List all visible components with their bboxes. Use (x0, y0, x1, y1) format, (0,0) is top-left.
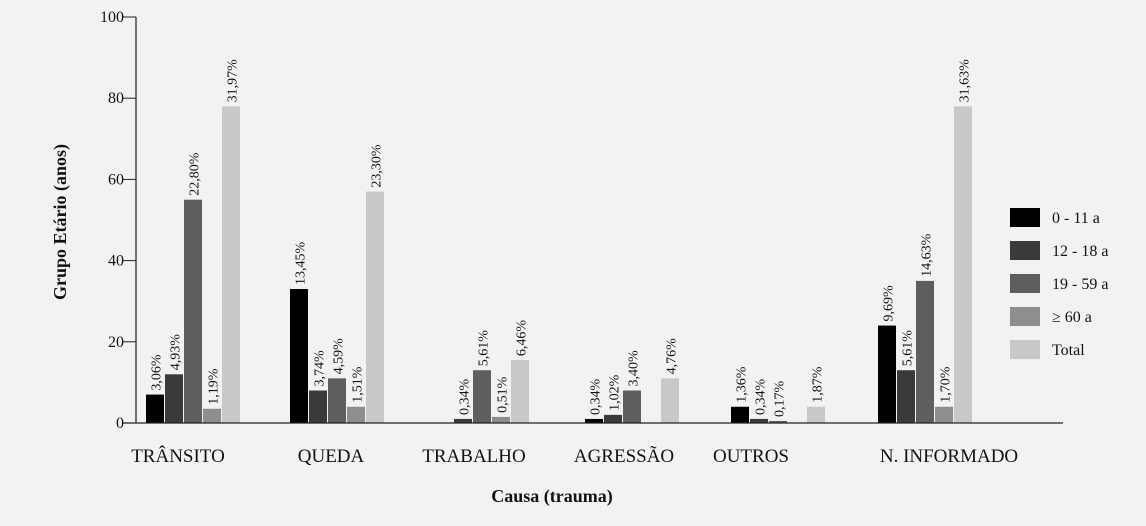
bar (878, 325, 896, 423)
legend-label: 19 - 59 a (1052, 276, 1108, 293)
data-label: 1,36% (735, 366, 750, 403)
data-label: 5,61% (477, 330, 492, 367)
bar (184, 199, 202, 423)
x-category-label: N. INFORMADO (880, 446, 1018, 467)
bar (585, 418, 603, 423)
data-label: 31,97% (226, 59, 241, 103)
data-label: 6,46% (515, 320, 530, 357)
x-category-labels: TRÂNSITO QUEDA TRABALHO AGRESSÃO OUTROS N. IN… (131, 445, 1018, 467)
data-label: 13,45% (294, 242, 309, 286)
data-label: 22,80% (188, 152, 203, 196)
bar (954, 106, 972, 423)
data-label: 0,34% (589, 378, 604, 415)
bars-layer (146, 106, 972, 423)
x-category-label: QUEDA (298, 446, 365, 467)
legend-label: Total (1052, 342, 1085, 359)
bar (222, 106, 240, 423)
legend-label: 0 - 11 a (1052, 210, 1100, 227)
y-tick-label: 60 (108, 171, 124, 188)
x-category-label: AGRESSÃO (574, 445, 674, 467)
bar (661, 378, 679, 423)
bar (731, 406, 749, 423)
bar (916, 280, 934, 423)
data-label: 0,17% (773, 380, 788, 417)
data-label: 3,40% (627, 350, 642, 387)
data-label: 3,74% (313, 350, 328, 387)
legend-label: ≥ 60 a (1052, 309, 1092, 326)
bar (897, 370, 915, 423)
x-category-label: OUTROS (713, 446, 789, 467)
y-ticks: 0 20 40 60 80 100 (100, 9, 136, 432)
bar (366, 191, 384, 423)
y-tick-label: 20 (108, 334, 124, 351)
legend-swatch (1010, 340, 1040, 359)
bar (623, 390, 641, 423)
data-label: 1,87% (811, 366, 826, 403)
bar (807, 406, 825, 423)
data-label: 1,51% (351, 366, 366, 403)
data-label: 14,63% (920, 233, 935, 277)
bar (454, 418, 472, 423)
bar (750, 418, 768, 423)
bar (328, 378, 346, 423)
x-category-label: TRÂNSITO (131, 445, 225, 467)
bar (347, 406, 365, 423)
data-label: 9,69% (882, 285, 897, 322)
x-category-label: TRABALHO (422, 446, 525, 467)
x-axis-title: Causa (trauma) (491, 486, 613, 507)
bar (146, 394, 164, 423)
bar (203, 408, 221, 423)
y-tick-label: 0 (116, 415, 124, 432)
bar (769, 420, 787, 423)
data-label: 5,61% (901, 330, 916, 367)
bar (165, 374, 183, 423)
data-label: 0,34% (458, 378, 473, 415)
legend: 0 - 11 a 12 - 18 a 19 - 59 a ≥ 60 a Total (1010, 208, 1108, 359)
bar (473, 370, 491, 423)
legend-swatch (1010, 208, 1040, 227)
data-label: 1,19% (207, 368, 222, 405)
data-label: 4,59% (332, 338, 347, 375)
y-axis-title: Grupo Etário (anos) (50, 144, 71, 300)
data-label: 4,93% (169, 334, 184, 371)
y-tick-label: 100 (100, 9, 124, 26)
data-label: 31,63% (958, 59, 973, 103)
bar (290, 289, 308, 423)
data-label: 0,51% (496, 376, 511, 413)
bar (511, 360, 529, 423)
legend-swatch (1010, 241, 1040, 260)
bar (935, 406, 953, 423)
legend-label: 12 - 18 a (1052, 243, 1108, 260)
data-label: 3,06% (150, 354, 165, 391)
data-label: 1,70% (939, 366, 954, 403)
legend-swatch (1010, 274, 1040, 293)
bar (309, 390, 327, 423)
data-label: 4,76% (665, 338, 680, 375)
data-label: 0,34% (754, 378, 769, 415)
legend-swatch (1010, 307, 1040, 326)
y-tick-label: 40 (108, 253, 124, 270)
data-label: 23,30% (370, 144, 385, 188)
y-tick-label: 80 (108, 90, 124, 107)
bar (604, 414, 622, 423)
axes-layer (122, 17, 1063, 424)
data-labels-layer: 3,06% 4,93% 22,80% 1,19% 31,97% 13,45% 3,74% 4,… (150, 59, 973, 417)
bar (492, 416, 510, 423)
data-label: 1,02% (608, 374, 623, 411)
